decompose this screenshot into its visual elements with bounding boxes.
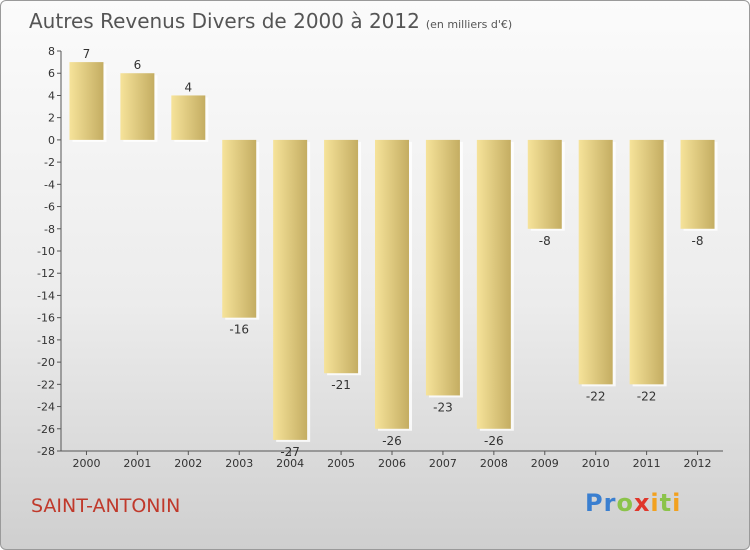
unit-note: (en milliers d'€)	[425, 18, 513, 31]
y-tick-label: -6	[44, 201, 55, 214]
x-tick-label: 2009	[531, 457, 559, 470]
bar-value-label: -22	[586, 389, 606, 403]
bar	[425, 139, 460, 396]
proxiti-logo: Proxiti	[585, 489, 681, 517]
bar	[69, 62, 104, 140]
x-tick-label: 2008	[480, 457, 508, 470]
bar	[375, 139, 409, 429]
x-tick-label: 2004	[276, 457, 304, 470]
x-tick-label: 2005	[327, 457, 355, 470]
bar	[222, 139, 257, 318]
logo-letter: i	[650, 489, 660, 517]
y-tick-label: 8	[48, 45, 55, 58]
x-tick-label: 2003	[225, 457, 253, 470]
y-tick-label: -4	[44, 178, 55, 191]
bar-value-label: -26	[484, 434, 504, 448]
y-tick-label: -18	[37, 334, 55, 347]
x-tick-label: 2000	[72, 457, 100, 470]
logo-letter: t	[659, 489, 673, 517]
bar-value-label: -8	[539, 234, 551, 248]
bar-value-label: 7	[83, 47, 91, 61]
bar-value-label: 4	[184, 80, 192, 94]
logo-letter: x	[633, 489, 651, 517]
bar	[324, 139, 359, 374]
chart-title: Autres Revenus Divers de 2000 à 2012 (en …	[29, 9, 512, 33]
chart-title-text: Autres Revenus Divers de 2000 à 2012	[29, 9, 420, 33]
y-tick-label: -28	[37, 445, 55, 458]
logo-letter: i	[672, 489, 682, 517]
bar	[578, 139, 613, 385]
bar-value-label: -26	[382, 434, 402, 448]
bar	[120, 73, 155, 140]
x-tick-label: 2012	[684, 457, 712, 470]
bar-value-label: -21	[331, 378, 351, 392]
bar	[527, 139, 562, 229]
logo-letter: r	[603, 489, 617, 517]
y-tick-label: -14	[37, 289, 55, 302]
bar	[171, 95, 206, 140]
bar	[476, 139, 511, 429]
y-tick-label: -16	[37, 312, 55, 325]
bar	[680, 139, 715, 229]
y-tick-label: -20	[37, 356, 55, 369]
y-tick-label: 2	[48, 112, 55, 125]
bar-value-label: -16	[229, 323, 249, 337]
x-tick-label: 2011	[633, 457, 661, 470]
bar-value-label: -22	[637, 389, 657, 403]
y-tick-label: -10	[37, 245, 55, 258]
y-tick-label: -8	[44, 223, 55, 236]
bar-value-label: -8	[692, 234, 704, 248]
bar-value-label: -27	[280, 445, 300, 459]
x-tick-label: 2007	[429, 457, 457, 470]
logo-letter: P	[585, 489, 604, 517]
y-tick-label: 0	[48, 134, 55, 147]
bar	[273, 139, 308, 440]
y-tick-label: 4	[48, 89, 55, 102]
y-tick-label: -2	[44, 156, 55, 169]
x-tick-label: 2010	[582, 457, 610, 470]
logo-letter: o	[616, 489, 634, 517]
y-tick-label: -26	[37, 423, 55, 436]
y-tick-label: 6	[48, 67, 55, 80]
commune-name: SAINT-ANTONIN	[31, 495, 181, 517]
bar-value-label: -23	[433, 400, 453, 414]
x-tick-label: 2002	[174, 457, 202, 470]
x-tick-label: 2006	[378, 457, 406, 470]
bar-value-label: 6	[134, 58, 142, 72]
y-tick-label: -12	[37, 267, 55, 280]
bar	[629, 139, 664, 385]
x-tick-label: 2001	[123, 457, 151, 470]
y-tick-label: -24	[37, 401, 55, 414]
y-tick-label: -22	[37, 378, 55, 391]
